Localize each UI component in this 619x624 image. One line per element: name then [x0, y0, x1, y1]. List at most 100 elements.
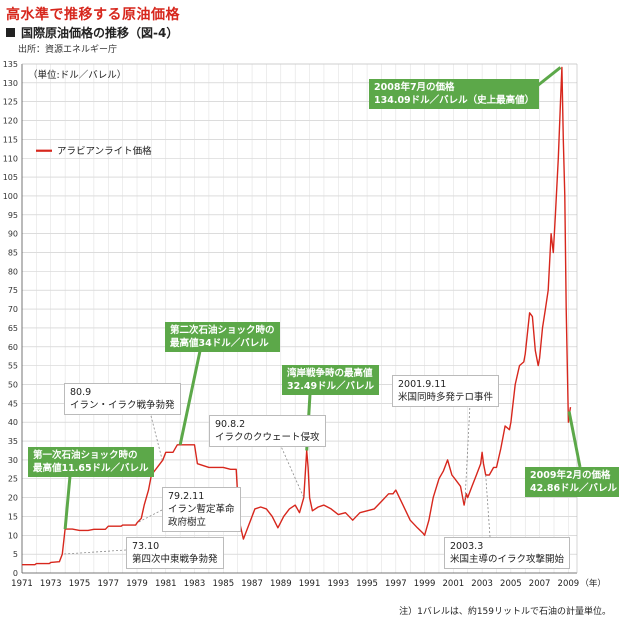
- y-tick-label: 105: [3, 173, 18, 182]
- callout-first-shock: 第一次石油ショック時の 最高値11.65ドル／バレル: [28, 447, 154, 477]
- subtitle-text: 国際原油価格の推移（図-4）: [21, 26, 179, 40]
- page-title: 高水準で推移する原油価格: [6, 7, 180, 23]
- price-series-line: [22, 66, 572, 566]
- callout-line: 米国同時多発テロ事件: [398, 392, 494, 403]
- x-tick-label: 2007: [529, 579, 551, 589]
- callout-line: 最高値11.65ドル／バレル: [33, 463, 149, 474]
- y-tick-label: 35: [8, 437, 18, 446]
- x-tick-label: 2009: [558, 579, 580, 589]
- callout-line: イラン暫定革命: [168, 504, 235, 515]
- y-tick-label: 50: [8, 380, 18, 389]
- x-tick-label: 1987: [241, 579, 263, 589]
- x-tick-label: 1989: [270, 579, 292, 589]
- callout-iran-rev: 79.2.11 イラン暫定革命 政府樹立: [162, 487, 241, 532]
- x-tick-label: 1995: [356, 579, 378, 589]
- y-tick-label: 100: [3, 192, 18, 201]
- callout-line: 80.9: [70, 387, 92, 398]
- y-tick-label: 45: [8, 399, 18, 408]
- x-tick-label: 1993: [328, 579, 350, 589]
- callout-line: 最高値34ドル／バレル: [170, 338, 269, 349]
- callout-gulf-war: 湾岸戦争時の最高値 32.49ドル／バレル: [282, 365, 380, 395]
- y-tick-label: 70: [8, 305, 18, 314]
- x-tick-label: 1981: [155, 579, 177, 589]
- x-tick-label: 2003: [471, 579, 493, 589]
- callout-sep11: 2001.9.11 米国同時多発テロ事件: [392, 375, 500, 407]
- callout-pointer: [279, 443, 305, 498]
- callout-line: 政府樹立: [168, 517, 207, 528]
- callout-kuwait: 90.8.2 イラクのクウェート侵攻: [209, 415, 326, 447]
- x-tick-label: 1991: [299, 579, 321, 589]
- y-tick-label: 15: [8, 512, 18, 521]
- callout-line: 73.10: [132, 541, 160, 552]
- callout-line: 第二次石油ショック時の: [170, 325, 275, 336]
- square-bullet-icon: [6, 28, 15, 37]
- y-tick-label: 0: [13, 569, 18, 578]
- x-tick-label: 1977: [97, 579, 119, 589]
- y-tick-label: 25: [8, 475, 18, 484]
- callout-pointer: [62, 549, 127, 555]
- callout-pointer: [149, 411, 163, 460]
- y-tick-label: 115: [3, 135, 18, 144]
- y-tick-label: 5: [13, 550, 18, 559]
- callout-mideast-war: 73.10 第四次中東戦争勃発: [126, 537, 224, 569]
- callout-line: 2003.3: [450, 541, 484, 552]
- y-tick-label: 90: [8, 230, 18, 239]
- y-tick-label: 110: [3, 154, 18, 163]
- callout-pointer: [567, 411, 582, 468]
- callout-line: 2001.9.11: [398, 379, 447, 390]
- callout-line: イラン・イラク戦争勃発: [70, 400, 175, 411]
- chart-subtitle: 国際原油価格の推移（図-4）: [6, 24, 178, 41]
- callout-pointer: [63, 475, 72, 530]
- y-axis-unit-label: （単位:ドル／バレル）: [28, 69, 126, 81]
- callout-line: 42.86ドル／バレル: [530, 483, 618, 494]
- x-tick-label: 1975: [69, 579, 91, 589]
- callout-line: 79.2.11: [168, 491, 205, 502]
- x-tick-label: 1971: [11, 579, 33, 589]
- y-tick-label: 130: [3, 79, 18, 88]
- callout-iraq-attack: 2003.3 米国主導のイラク攻撃開始: [444, 537, 571, 569]
- x-tick-label: 2001: [443, 579, 465, 589]
- callout-line: 湾岸戦争時の最高値: [287, 368, 373, 379]
- y-tick-label: 135: [3, 60, 18, 69]
- x-tick-label: 1997: [385, 579, 407, 589]
- callout-iran-iraq: 80.9 イラン・イラク戦争勃発: [64, 383, 181, 415]
- x-axis-unit-label: （年）: [580, 578, 606, 589]
- y-tick-label: 20: [8, 494, 18, 503]
- x-tick-label: 2005: [500, 579, 522, 589]
- source-note: 出所：資源エネルギー庁: [18, 45, 118, 55]
- y-tick-label: 30: [8, 456, 18, 465]
- callout-pointer: [485, 474, 491, 538]
- x-tick-label: 1979: [126, 579, 148, 589]
- callout-line: 90.8.2: [215, 419, 246, 430]
- y-tick-label: 65: [8, 324, 18, 333]
- x-tick-label: 1985: [212, 579, 234, 589]
- callout-line: 2009年2月の価格: [530, 470, 611, 481]
- y-tick-label: 55: [8, 362, 18, 371]
- x-tick-label: 1983: [184, 579, 206, 589]
- callout-line: 32.49ドル／バレル: [287, 381, 375, 392]
- callout-peak-2008: 2008年7月の価格 134.09ドル／バレル（史上最高値）: [369, 79, 540, 109]
- callout-pointer: [178, 350, 202, 446]
- y-tick-label: 75: [8, 286, 18, 295]
- legend-label: アラビアンライト価格: [57, 145, 152, 157]
- x-tick-label: 1999: [414, 579, 436, 589]
- callout-pointer: [138, 509, 163, 523]
- x-tick-label: 1973: [40, 579, 62, 589]
- y-tick-label: 60: [8, 343, 18, 352]
- y-tick-label: 40: [8, 418, 18, 427]
- y-tick-label: 120: [3, 117, 18, 126]
- y-tick-label: 125: [3, 98, 18, 107]
- callout-line: 2008年7月の価格: [374, 82, 455, 93]
- callout-line: イラクのクウェート侵攻: [215, 432, 320, 443]
- callout-second-shock: 第二次石油ショック時の 最高値34ドル／バレル: [165, 322, 280, 352]
- y-tick-label: 10: [8, 531, 18, 540]
- callout-line: 米国主導のイラク攻撃開始: [450, 554, 565, 565]
- y-tick-label: 85: [8, 249, 18, 258]
- y-tick-label: 95: [8, 211, 18, 220]
- callout-line: 第一次石油ショック時の: [33, 450, 138, 461]
- y-tick-label: 80: [8, 267, 18, 276]
- callout-feb-2009: 2009年2月の価格 42.86ドル／バレル: [525, 467, 619, 497]
- callout-line: 第四次中東戦争勃発: [132, 554, 218, 565]
- footnote: 注）1バレルは、約159リットルで石油の計量単位。: [399, 607, 611, 617]
- callout-line: 134.09ドル／バレル（史上最高値）: [374, 95, 535, 106]
